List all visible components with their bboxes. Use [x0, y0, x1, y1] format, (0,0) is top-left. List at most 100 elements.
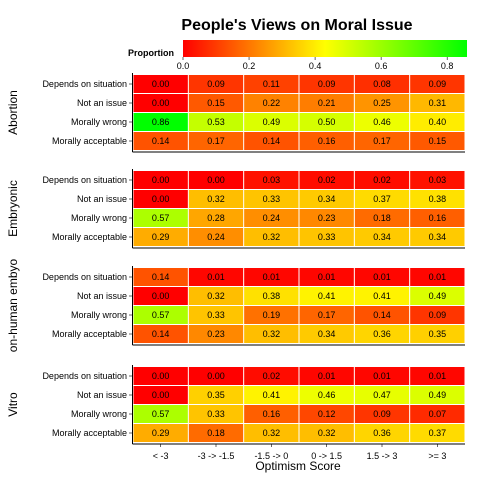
cell-value-label: 0.31: [429, 98, 447, 108]
heatmap-cell: [133, 94, 188, 112]
cell-value-label: 0.41: [373, 291, 391, 301]
cell-value-label: 0.23: [318, 213, 336, 223]
cell-value-label: 0.33: [207, 409, 225, 419]
legend-tick-label: 0.8: [441, 61, 454, 71]
heatmap-cell: [410, 386, 465, 404]
cell-value-label: 0.29: [152, 428, 170, 438]
heatmap-cell: [244, 209, 299, 227]
heatmap-cell: [244, 132, 299, 150]
heatmap-cell: [354, 171, 410, 189]
heatmap-cell: [299, 190, 354, 208]
heatmap-cell: [188, 94, 244, 112]
heatmap-cell: [133, 386, 188, 404]
heatmap-cell: [354, 287, 410, 305]
cell-value-label: 0.14: [373, 310, 391, 320]
heatmap-cell: [299, 287, 354, 305]
cell-value-label: 0.34: [318, 329, 336, 339]
cell-value-label: 0.00: [207, 175, 225, 185]
heatmap-cell: [410, 228, 465, 246]
x-tick-label: 0 -> 1.5: [311, 451, 342, 461]
heatmap-cell: [188, 190, 244, 208]
x-axis-title: Optimism Score: [255, 459, 341, 473]
cell-value-label: 0.50: [318, 117, 336, 127]
cell-value-label: 0.14: [152, 272, 170, 282]
heatmap-cell: [244, 424, 299, 442]
heatmap-cell: [133, 132, 188, 150]
cell-value-label: 0.18: [207, 428, 225, 438]
cell-value-label: 0.46: [373, 117, 391, 127]
heatmap-cell: [410, 75, 465, 93]
cell-value-label: 0.11: [263, 79, 280, 89]
cell-value-label: 0.00: [152, 98, 170, 108]
heatmap-cell: [244, 386, 299, 404]
cell-value-label: 0.40: [429, 117, 447, 127]
heatmap-cell: [410, 171, 465, 189]
facet-label: Abortion: [6, 90, 20, 135]
y-tick-label: Morally wrong: [71, 310, 127, 320]
facet-label: Embryonic: [6, 180, 20, 237]
heatmap-cell: [244, 325, 299, 343]
heatmap-cell: [133, 306, 188, 324]
cell-value-label: 0.08: [373, 79, 391, 89]
legend-tick-label: 0.0: [177, 61, 190, 71]
cell-value-label: 0.02: [263, 371, 281, 381]
y-tick-label: Morally wrong: [71, 409, 127, 419]
cell-value-label: 0.33: [207, 310, 225, 320]
cell-value-label: 0.03: [429, 175, 447, 185]
y-tick-label: Morally wrong: [71, 213, 127, 223]
cell-value-label: 0.17: [207, 136, 225, 146]
cell-value-label: 0.00: [207, 371, 225, 381]
heatmap-cell: [354, 190, 410, 208]
heatmap-cell: [244, 190, 299, 208]
y-tick-label: Depends on situation: [42, 371, 127, 381]
cell-value-label: 0.49: [429, 291, 447, 301]
heatmap-cell: [299, 209, 354, 227]
cell-value-label: 0.01: [318, 272, 336, 282]
cell-value-label: 0.00: [152, 291, 170, 301]
heatmap-cell: [188, 424, 244, 442]
x-tick-label: -3 -> -1.5: [198, 451, 235, 461]
heatmap-cell: [299, 113, 354, 131]
cell-value-label: 0.41: [263, 390, 281, 400]
cell-value-label: 0.33: [318, 232, 336, 242]
heatmap-cell: [354, 367, 410, 385]
cell-value-label: 0.34: [373, 232, 391, 242]
heatmap-cell: [354, 386, 410, 404]
cell-value-label: 0.37: [429, 428, 447, 438]
heatmap-cell: [354, 424, 410, 442]
cell-value-label: 0.57: [152, 213, 170, 223]
heatmap-cell: [299, 171, 354, 189]
y-tick-label: Morally acceptable: [52, 136, 127, 146]
legend-color-bar: [183, 40, 467, 57]
heatmap-cell: [244, 228, 299, 246]
heatmap-cell: [188, 228, 244, 246]
cell-value-label: 0.38: [429, 194, 447, 204]
facet-panel: Embryonic 0.00 0.00 0.03 0.02 0.02 0.03 Depends…: [6, 169, 465, 249]
legend-tick-label: 0.6: [375, 61, 388, 71]
heatmap-cell: [244, 405, 299, 423]
y-tick-label: Not an issue: [77, 390, 127, 400]
heatmap-cell: [188, 132, 244, 150]
heatmap-cell: [244, 268, 299, 286]
facet-panel: on-human embyo 0.14 0.01 0.01 0.01 0.01 0.01 De…: [6, 258, 465, 352]
heatmap-cell: [410, 287, 465, 305]
cell-value-label: 0.37: [373, 194, 391, 204]
heatmap-cell: [354, 405, 410, 423]
heatmap-cell: [299, 424, 354, 442]
heatmap-cell: [133, 113, 188, 131]
cell-value-label: 0.12: [318, 409, 336, 419]
x-tick-label: 1.5 -> 3: [367, 451, 398, 461]
heatmap-cell: [410, 306, 465, 324]
cell-value-label: 0.34: [318, 194, 336, 204]
heatmap-cell: [188, 287, 244, 305]
heatmap-cell: [133, 190, 188, 208]
y-tick-label: Morally wrong: [71, 117, 127, 127]
cell-value-label: 0.07: [429, 409, 447, 419]
heatmap-cell: [354, 268, 410, 286]
heatmap-cell: [188, 386, 244, 404]
facet-panel: Vitro 0.00 0.00 0.02 0.01 0.01 0.01 Depends on …: [6, 365, 465, 445]
heatmap-cell: [188, 75, 244, 93]
heatmap-cell: [244, 306, 299, 324]
cell-value-label: 0.32: [318, 428, 336, 438]
x-axis: < -3 -3 -> -1.5 -1.5 -> 0 0 -> 1.5 1.5 -> 3 >…: [153, 444, 446, 461]
